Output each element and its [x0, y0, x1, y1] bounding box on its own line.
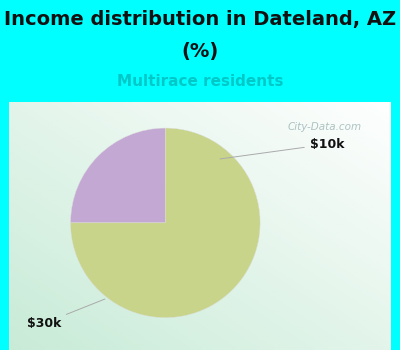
Wedge shape: [70, 128, 260, 318]
Wedge shape: [70, 128, 165, 223]
Text: $30k: $30k: [27, 299, 105, 330]
Text: $10k: $10k: [220, 138, 344, 159]
Text: Income distribution in Dateland, AZ: Income distribution in Dateland, AZ: [4, 10, 396, 29]
Text: (%): (%): [181, 42, 219, 61]
Text: Multirace residents: Multirace residents: [117, 74, 283, 89]
Text: City-Data.com: City-Data.com: [288, 122, 362, 132]
